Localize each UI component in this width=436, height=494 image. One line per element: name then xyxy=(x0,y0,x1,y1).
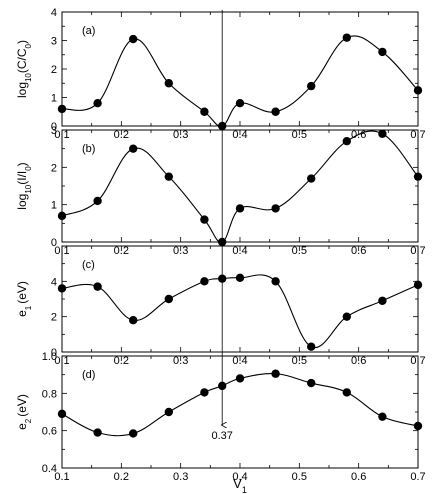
x-tick-label: 0.1 xyxy=(54,471,69,483)
panel-d: 0.1 0.2 0.3 0.4 0.5 0.6 0.7 0.4 0.6 0.8 1.0 (d) e2(e… xyxy=(15,351,426,483)
x-tick-label: 0.7 xyxy=(410,471,425,483)
y-axis-label: log10(C/C0) xyxy=(15,40,33,98)
y-tick-label: 2 xyxy=(51,64,57,76)
y-tick-label: 2 xyxy=(51,162,57,174)
data-point xyxy=(271,204,280,213)
x-tick-label: 0.3 xyxy=(173,471,188,483)
data-point xyxy=(413,86,423,95)
data-point xyxy=(57,409,67,419)
x-tick-label: 0.5 xyxy=(292,471,307,483)
data-point xyxy=(235,99,245,108)
data-point xyxy=(200,388,209,397)
data-point xyxy=(342,137,351,146)
x-axis-label: V1 xyxy=(233,476,247,494)
panel-label: (b) xyxy=(82,143,95,155)
y-tick-label: 0.4 xyxy=(42,463,57,475)
panel-label: (d) xyxy=(82,369,95,381)
data-point xyxy=(378,412,387,421)
data-point xyxy=(57,284,67,293)
y-tick-label: 0.6 xyxy=(42,426,57,438)
data-point xyxy=(413,421,423,431)
data-point xyxy=(200,107,209,116)
vertical-line-annotation: 0.37 xyxy=(211,430,232,442)
data-point xyxy=(307,342,316,351)
data-point xyxy=(271,107,280,116)
y-tick-label: 1 xyxy=(51,93,57,105)
data-point xyxy=(164,172,173,181)
data-point xyxy=(378,47,387,57)
y-tick-label: 0.8 xyxy=(42,388,57,400)
data-point xyxy=(235,204,245,213)
data-point xyxy=(235,374,245,383)
x-tick-label: 0.2 xyxy=(114,471,129,483)
data-point xyxy=(164,294,173,304)
plot-frame xyxy=(61,355,419,469)
data-point xyxy=(93,99,102,108)
y-tick-label: 1.0 xyxy=(42,351,57,363)
y-tick-label: 0 xyxy=(51,237,57,249)
panel-label: (a) xyxy=(82,25,95,37)
data-point xyxy=(93,428,102,437)
panels: 0.1 0.2 0.3 0.4 0.5 0.6 0.7 0 1 2 3 4 (a) log10(C/C0)… xyxy=(15,7,426,483)
data-point xyxy=(129,316,138,325)
x-tick-label: 0.6 xyxy=(351,471,366,483)
y-tick-label: 2 xyxy=(51,312,57,324)
series-line xyxy=(61,373,419,437)
data-point xyxy=(129,34,138,44)
data-point xyxy=(235,273,245,282)
data-point xyxy=(57,104,67,114)
data-point xyxy=(342,33,351,42)
series-line xyxy=(61,35,419,127)
data-point xyxy=(200,215,209,224)
y-axis-label: log10(I/I0) xyxy=(15,162,33,209)
y-axis-label: e1(eV) xyxy=(15,281,33,317)
y-tick-label: 3 xyxy=(51,125,57,137)
y-tick-label: 0 xyxy=(51,347,57,359)
data-point xyxy=(164,407,173,417)
data-point xyxy=(164,79,173,88)
y-tick-label: 0 xyxy=(51,121,57,133)
series-line xyxy=(61,274,419,349)
data-point xyxy=(271,277,280,286)
data-point xyxy=(307,81,316,91)
plot-frame xyxy=(61,245,419,353)
data-point xyxy=(129,144,138,153)
y-tick-label: 4 xyxy=(51,7,57,19)
data-point xyxy=(378,296,387,305)
data-point xyxy=(413,172,423,181)
series-line xyxy=(61,130,419,243)
data-point xyxy=(57,211,67,221)
plot-frame xyxy=(61,129,419,243)
data-point xyxy=(129,429,138,438)
y-tick-label: 4 xyxy=(51,276,57,288)
data-point xyxy=(342,388,351,397)
data-point xyxy=(413,280,423,290)
y-tick-label: 1 xyxy=(51,200,57,212)
data-point xyxy=(93,196,102,206)
data-point xyxy=(378,129,387,138)
data-point xyxy=(307,378,316,388)
data-point xyxy=(200,277,209,286)
data-point xyxy=(307,174,316,183)
data-point xyxy=(271,369,280,378)
x-tick-label: 0.4 xyxy=(232,471,247,483)
y-axis-label: e2(eV) xyxy=(15,394,33,430)
data-point xyxy=(93,282,102,291)
panel-label: (c) xyxy=(82,259,95,271)
data-point xyxy=(342,312,351,321)
y-tick-label: 3 xyxy=(51,36,57,48)
